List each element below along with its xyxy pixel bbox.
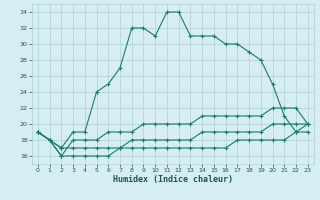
X-axis label: Humidex (Indice chaleur): Humidex (Indice chaleur) <box>113 175 233 184</box>
